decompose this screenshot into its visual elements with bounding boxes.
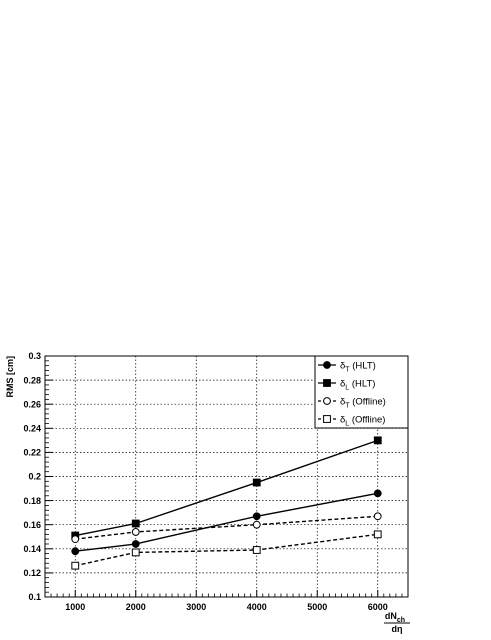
y-tick-label: 0.18 — [23, 496, 41, 506]
x-axis-title-numerator: dNch — [385, 611, 405, 624]
data-point — [131, 519, 140, 528]
legend: δT (HLT) δL (HLT) δT (Offline) δL (Offline) — [314, 355, 409, 429]
x-tick-label: 4000 — [247, 602, 267, 612]
x-tick-label: 6000 — [368, 602, 388, 612]
y-tick-label: 0.22 — [23, 448, 41, 458]
y-tick-label: 0.3 — [28, 351, 41, 361]
legend-entry: δL (Offline) — [318, 415, 385, 428]
legend-marker — [323, 361, 331, 369]
legend-label: δT (Offline) — [340, 397, 386, 410]
data-point — [131, 528, 140, 536]
data-point — [71, 561, 80, 570]
data-point — [71, 547, 80, 556]
series-line — [75, 533, 378, 567]
y-tick-label: 0.24 — [23, 424, 41, 434]
legend-marker — [323, 415, 331, 423]
legend-label: δL (HLT) — [340, 379, 375, 392]
y-tick-label: 0.12 — [23, 568, 41, 578]
legend-label: δL (Offline) — [340, 415, 385, 428]
legend-entry: δL (HLT) — [318, 379, 375, 392]
x-tick-label: 1000 — [65, 602, 85, 612]
data-point — [252, 546, 261, 554]
x-tick-label: 5000 — [307, 602, 327, 612]
series-line — [75, 439, 378, 537]
data-point — [373, 489, 382, 498]
series-line — [75, 515, 378, 540]
series-0 — [71, 489, 382, 556]
y-tick-label: 0.28 — [23, 375, 41, 385]
legend-entry: δT (Offline) — [318, 397, 386, 410]
y-tick-label: 0.14 — [23, 544, 41, 554]
plot-series — [71, 436, 382, 570]
data-point — [131, 540, 140, 548]
legend-marker — [323, 379, 331, 387]
data-point — [373, 512, 382, 521]
data-point — [373, 530, 382, 539]
data-point — [373, 436, 382, 445]
x-tick-label: 2000 — [126, 602, 146, 612]
y-tick-label: 0.26 — [23, 399, 41, 409]
series-2 — [71, 512, 382, 544]
legend-marker — [323, 397, 331, 405]
data-point — [71, 535, 80, 544]
y-tick-label: 0.1 — [28, 592, 41, 602]
x-tick-label: 3000 — [186, 602, 206, 612]
axes: 1000 2000 3000 4000 5000 6000 0.1 0.12 0.14 0.16 0… — [5, 351, 410, 634]
y-tick-label: 0.16 — [23, 520, 41, 530]
data-point — [252, 478, 261, 487]
series-3 — [71, 530, 382, 570]
data-point — [252, 512, 261, 521]
legend-entry: δT (HLT) — [318, 361, 376, 374]
y-axis-title: RMS [cm] — [5, 356, 15, 398]
data-point — [131, 548, 140, 557]
y-tick-label: 0.2 — [28, 472, 41, 482]
series-line — [75, 492, 378, 552]
data-point — [252, 520, 261, 529]
legend-label: δT (HLT) — [340, 361, 376, 374]
x-axis-title-denominator: dη — [392, 624, 403, 634]
